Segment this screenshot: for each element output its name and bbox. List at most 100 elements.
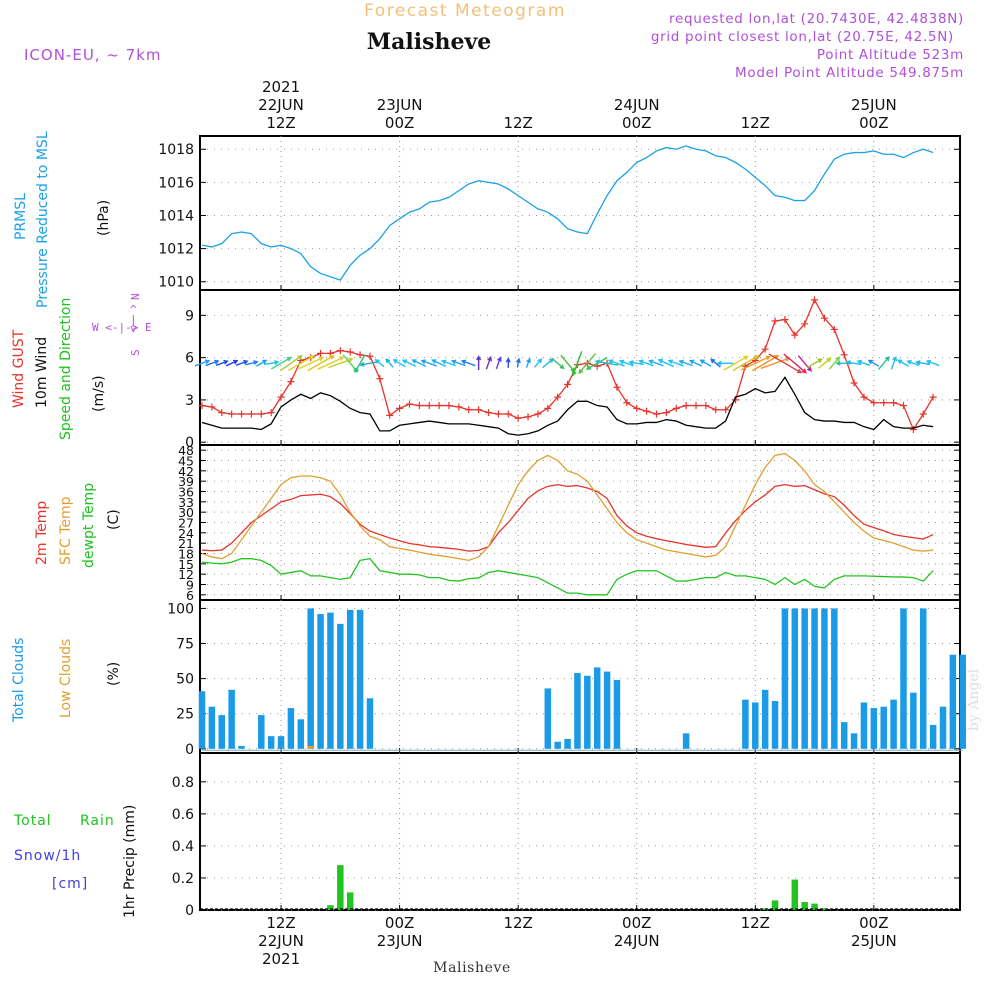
wind-direction-arrow [678,359,693,367]
label-wind-gust: Wind GUST [11,329,27,408]
label-1hr-precip: 1hr Precip (mm) [122,805,138,918]
panel-precipitation: 0 0.2 0.4 0.6 0.8 [172,752,961,919]
bar-total-clouds [593,667,601,749]
wind-direction-arrow [657,358,674,368]
gust-marker [504,410,512,418]
gust-marker [455,403,463,411]
bar-total-clouds [208,706,216,749]
wind-direction-arrow [856,359,871,367]
bar-total-clouds [900,608,907,749]
bar-total-clouds [297,719,305,749]
wind-direction-arrow [699,359,712,367]
ytick-label: 1016 [158,175,194,191]
bar-total-clouds [910,692,917,749]
compass-we: W <-|-> E [92,321,152,334]
gust-marker [198,402,206,410]
label-celsius: (C) [106,509,122,530]
wind-direction-arrow [256,359,268,367]
model-label: ICON-EU, ~ 7km [24,46,162,64]
bar-total-clouds [258,715,265,749]
panel-frame [199,444,961,601]
wind-direction-arrow [667,359,684,367]
label-hpa: (hPa) [96,200,112,236]
time-axis-label: 12Z [266,114,295,132]
bar-rain [337,865,344,910]
gust-marker [850,379,858,387]
bar-total-clouds [811,608,818,749]
product-title: Forecast Meteogram [364,1,566,21]
ytick-label: 6 [186,588,194,603]
wind-direction-arrow [374,358,385,368]
gust-marker [534,410,542,418]
wind-direction-arrow [828,356,841,370]
wind-direction-arrow [716,360,734,366]
wind-direction-arrow [688,359,703,367]
label-rain: Rain [80,813,115,829]
ytick-label: 75 [176,637,194,653]
svg-text:^: ^ [130,303,137,316]
gust-marker [890,399,898,407]
wind-direction-arrow [420,359,437,367]
ytick-label: 33 [178,495,194,510]
bar-total-clouds [791,608,799,749]
wind-direction-arrow [560,354,576,373]
gust-marker [208,403,216,411]
bar-total-clouds [317,614,324,749]
time-axis-label: 00Z [859,914,888,932]
panel-frame [199,135,961,291]
gust-marker [771,317,779,325]
gust-marker [425,402,433,410]
wind-direction-arrow [298,356,325,370]
gust-marker [267,409,275,417]
ytick-label: 100 [167,601,194,617]
label-snow: Snow/1h [14,848,81,864]
label-total-clouds: Total Clouds [11,638,27,723]
gust-marker [811,296,819,304]
wind-direction-arrow [783,353,807,374]
wind-direction-arrow [571,351,583,377]
wind-direction-arrow [495,356,502,370]
label-prmsl: PRMSL [13,193,29,240]
time-axis-label: 00Z [622,914,651,932]
header: Forecast Meteogram Malisheve ICON-EU, ~ … [24,1,963,81]
wind-direction-arrow [476,355,482,370]
wind-direction-arrow [723,355,749,371]
wind-direction-arrow [585,356,608,370]
wind-direction-arrow [235,359,249,366]
time-axis-label: 00Z [622,114,651,132]
gust-marker [643,407,651,415]
gust-marker [652,410,660,418]
bar-total-clouds [238,745,245,749]
bar-total-clouds [949,654,957,749]
bar-total-clouds [742,699,749,749]
gust-marker [613,383,621,391]
gust-marker [682,402,690,410]
bar-total-clouds [346,609,354,749]
compass-vertical-glyphs: ^|v [130,303,137,335]
gust-marker [840,351,848,359]
time-axis-label: 23JUN [377,932,423,950]
time-axis-label: 12Z [266,914,295,932]
wind-direction-arrow [845,360,862,366]
panel-pressure: 1010 1012 1014 1016 1018 [158,135,961,291]
label-total: Total [13,813,52,829]
gust-marker [376,375,384,383]
gust-marker [830,325,838,333]
time-axis-label: 12Z [503,114,532,132]
gust-marker [346,348,354,356]
wind-direction-arrow [194,359,211,367]
ytick-label: 0.6 [172,807,194,823]
bar-total-clouds [337,623,344,749]
gust-marker [386,411,394,419]
bar-total-clouds [564,738,571,749]
label-dewpt-temp: dewpt Temp [81,483,97,568]
ytick-label: 9 [185,308,194,324]
gust-marker [336,347,344,355]
ytick-label: 0 [185,903,194,919]
panels: 1010101210141016101803696912151821242730… [158,135,967,919]
label-2m-temp: 2m Temp [34,501,50,565]
bar-total-clouds [870,708,878,749]
bar-total-clouds [840,722,848,749]
gust-marker [791,331,799,339]
